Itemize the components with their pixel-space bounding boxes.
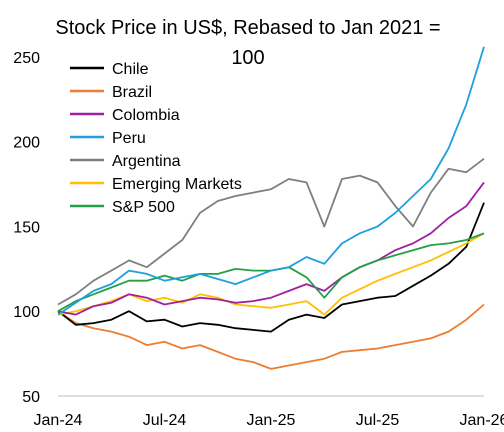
x-tick-label: Jul-24 bbox=[143, 412, 187, 429]
legend-label: S&P 500 bbox=[112, 199, 175, 216]
legend-label: Emerging Markets bbox=[112, 176, 242, 193]
y-tick-label: 200 bbox=[13, 135, 40, 152]
legend-label: Argentina bbox=[112, 153, 181, 170]
y-tick-label: 250 bbox=[13, 50, 40, 67]
x-tick-label: Jan-24 bbox=[34, 412, 83, 429]
x-tick-label: Jan-26 bbox=[460, 412, 504, 429]
y-tick-label: 150 bbox=[13, 219, 40, 236]
legend: Chile Brazil Colombia Peru Argentina Emerging… bbox=[70, 61, 242, 216]
axes: 50 100 150 200 250 Jan-24 Jul-24 Jan-25 Jul-25 Ja… bbox=[13, 50, 504, 429]
chart-title-line-1: Stock Price in US$, Rebased to Jan 2021 … bbox=[55, 17, 440, 39]
series-line-peru bbox=[57, 46, 485, 316]
series-line-brazil bbox=[57, 303, 485, 370]
y-tick-label: 100 bbox=[13, 304, 40, 321]
chart-title-line-2: 100 bbox=[231, 47, 264, 69]
x-tick-label: Jul-25 bbox=[356, 412, 400, 429]
legend-label: Colombia bbox=[112, 107, 180, 124]
series-line-chile bbox=[57, 202, 485, 333]
y-tick-label: 50 bbox=[22, 389, 40, 406]
series-line-s-p-500 bbox=[57, 232, 485, 312]
legend-label: Brazil bbox=[112, 84, 152, 101]
x-tick-label: Jan-25 bbox=[247, 412, 296, 429]
series-lines bbox=[57, 46, 485, 370]
legend-label: Peru bbox=[112, 130, 146, 147]
legend-label: Chile bbox=[112, 61, 149, 78]
series-line-colombia bbox=[57, 181, 485, 316]
series-line-emerging-markets bbox=[57, 232, 485, 316]
series-line-argentina bbox=[57, 157, 485, 306]
